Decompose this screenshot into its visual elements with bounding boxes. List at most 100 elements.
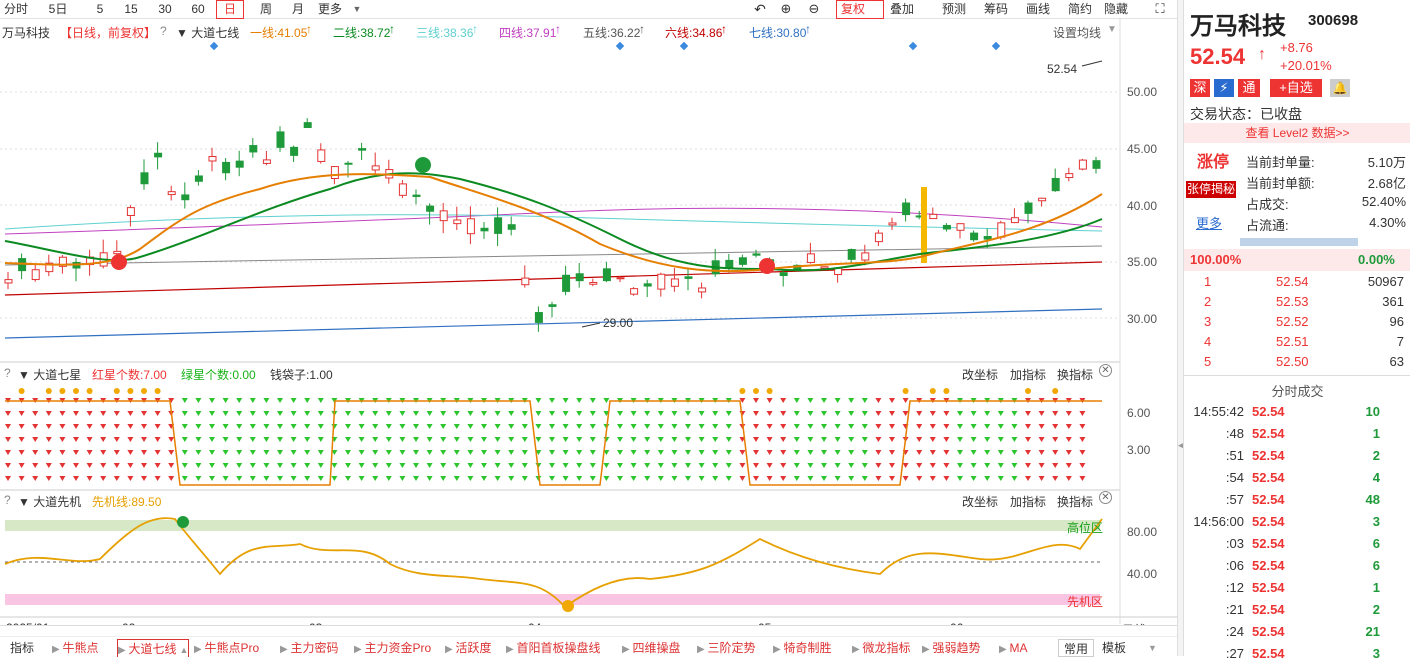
tab-12[interactable]: ▶ 强弱趋势 xyxy=(922,639,980,657)
main-indicator-dropdown[interactable]: ▼ 大道七线 xyxy=(176,26,240,40)
p2-change-axis-button[interactable]: 改坐标 xyxy=(962,368,999,382)
star-mark xyxy=(399,424,406,429)
common-button[interactable]: 常用 xyxy=(1058,639,1094,657)
tab-3[interactable]: ▶ 牛熊点Pro xyxy=(194,639,259,657)
ma-settings-arrow-icon[interactable]: ▼ xyxy=(1107,24,1117,35)
star-mark xyxy=(725,463,732,468)
star-mark xyxy=(1011,424,1018,429)
toolbar-item-0[interactable]: 分时 xyxy=(3,2,28,16)
toolbar-item-7[interactable]: 周 xyxy=(259,2,272,16)
toolbar-item-2[interactable]: 5 xyxy=(96,2,104,16)
limit-up-reveal-button[interactable]: 张停揭秘 xyxy=(1186,181,1236,198)
tab-2[interactable]: ▶ 大道七线 ▲ xyxy=(117,639,190,657)
tab-7[interactable]: ▶ 首阳首板操盘线 xyxy=(506,639,600,657)
p3-high-zone-label: 高位区 xyxy=(1067,521,1104,535)
more-chevron-down-icon[interactable]: ▼ xyxy=(352,4,362,14)
toolbar-item-3[interactable]: 15 xyxy=(124,2,138,16)
star-mark xyxy=(45,450,52,455)
star-mark xyxy=(943,450,950,455)
star-mark xyxy=(100,437,107,442)
tab-1[interactable]: ▶ 牛熊点 xyxy=(52,639,98,657)
star-mark xyxy=(1025,450,1031,455)
tab-6[interactable]: ▶ 活跃度 xyxy=(445,639,491,657)
tab-marker-icon: ▶ xyxy=(922,644,933,655)
connect-badge[interactable]: 通 xyxy=(1238,79,1260,97)
tab-10[interactable]: ▶ 犄奇制胜 xyxy=(773,639,831,657)
tab-11[interactable]: ▶ 微龙指标 xyxy=(852,639,910,657)
panel-splitter[interactable]: ◀ xyxy=(1177,0,1185,656)
star-mark xyxy=(929,411,936,416)
star-mark xyxy=(481,411,487,416)
toolbar-right-4[interactable]: 画线 xyxy=(1026,2,1051,16)
splitter-arrow-icon[interactable]: ◀ xyxy=(1178,440,1185,450)
p3-switch-indicator-button[interactable]: 换指标 xyxy=(1057,495,1094,509)
toolbar-right-0[interactable]: 复权 xyxy=(836,0,884,19)
tab-0[interactable]: 指标 xyxy=(10,639,34,657)
tab-13[interactable]: ▶ MA xyxy=(999,639,1027,657)
undo-icon[interactable]: ↶ xyxy=(754,1,766,17)
alert-bell-icon[interactable]: 🔔 xyxy=(1330,79,1350,97)
star-mark xyxy=(113,411,120,416)
tab-5[interactable]: ▶ 主力资金Pro xyxy=(354,639,431,657)
p2-help-icon[interactable]: ? xyxy=(4,366,11,380)
star-mark xyxy=(426,463,433,468)
toolbar-right-3[interactable]: 筹码 xyxy=(984,2,1009,16)
star-mark xyxy=(725,411,732,416)
toolbar-item-5[interactable]: 60 xyxy=(191,2,205,16)
star-mark xyxy=(753,424,759,429)
star-mark xyxy=(535,450,542,455)
tab-9[interactable]: ▶ 三阶定势 xyxy=(697,639,755,657)
toolbar-item-8[interactable]: 月 xyxy=(291,2,304,16)
p2-indicator-dropdown[interactable]: ▼ 大道七星 xyxy=(18,368,82,382)
star-mark xyxy=(562,424,569,429)
zoom-out-icon[interactable]: ⊖ xyxy=(808,1,820,16)
kline-chart-area[interactable] xyxy=(0,19,1177,644)
star-mark xyxy=(861,437,868,442)
star-mark xyxy=(685,476,691,481)
star-mark xyxy=(848,450,855,455)
p2-switch-indicator-button[interactable]: 换指标 xyxy=(1057,368,1094,382)
bag-icon xyxy=(127,388,134,394)
toolbar-item-9[interactable]: 更多 xyxy=(318,2,343,16)
market-badge[interactable]: 深 xyxy=(1190,79,1210,97)
zoom-in-icon[interactable]: ⊕ xyxy=(780,1,792,16)
p3-indicator-dropdown[interactable]: ▼ 大道先机 xyxy=(18,495,82,509)
star-mark xyxy=(195,450,202,455)
level-badge-icon[interactable]: ⚡ xyxy=(1214,79,1234,97)
main-help-icon[interactable]: ? xyxy=(160,24,167,38)
ma-settings-button[interactable]: 设置均线 xyxy=(1053,26,1102,40)
toolbar-right-1[interactable]: 叠加 xyxy=(890,2,915,16)
p2-add-indicator-button[interactable]: 加指标 xyxy=(1010,368,1047,382)
p3-change-axis-button[interactable]: 改坐标 xyxy=(962,495,999,509)
p2-close-icon[interactable]: ✕ xyxy=(1099,364,1112,377)
toolbar-right-2[interactable]: 预测 xyxy=(942,2,967,16)
star-mark xyxy=(154,476,161,481)
toolbar-right-5[interactable]: 简约 xyxy=(1068,2,1093,16)
tab-8[interactable]: ▶ 四维操盘 xyxy=(622,639,680,657)
add-watchlist-button[interactable]: +自选 xyxy=(1270,79,1322,97)
fullscreen-icon[interactable]: ⛶ xyxy=(1155,1,1165,16)
template-dropdown-icon[interactable]: ▼ xyxy=(1148,643,1157,653)
star-mark xyxy=(508,463,515,468)
tab-4[interactable]: ▶ 主力密码 xyxy=(280,639,338,657)
star-mark xyxy=(1038,411,1045,416)
level2-link[interactable]: 查看 Level2 数据>> xyxy=(1184,123,1410,143)
candle-body xyxy=(575,273,584,282)
toolbar-item-6[interactable]: 日 xyxy=(216,0,244,19)
toolbar-item-1[interactable]: 5日 xyxy=(48,2,68,16)
toolbar-item-4[interactable]: 30 xyxy=(158,2,172,16)
more-link[interactable]: 更多 xyxy=(1196,216,1223,231)
p3-help-icon[interactable]: ? xyxy=(4,493,11,507)
p3-add-indicator-button[interactable]: 加指标 xyxy=(1010,495,1047,509)
template-button[interactable]: 模板 xyxy=(1102,641,1127,655)
y-tick-label: 40.00 xyxy=(1127,199,1158,213)
tab-dropdown-icon[interactable]: ▲ xyxy=(179,645,189,655)
y-tick-label: 30.00 xyxy=(1127,312,1158,326)
candle-body xyxy=(888,222,897,226)
star-mark xyxy=(875,398,882,403)
star-mark xyxy=(168,450,175,455)
p3-close-icon[interactable]: ✕ xyxy=(1099,491,1112,504)
toolbar-right-6[interactable]: 隐藏 xyxy=(1104,2,1129,16)
star-mark xyxy=(317,450,324,455)
tab-marker-icon: ▶ xyxy=(773,644,784,655)
